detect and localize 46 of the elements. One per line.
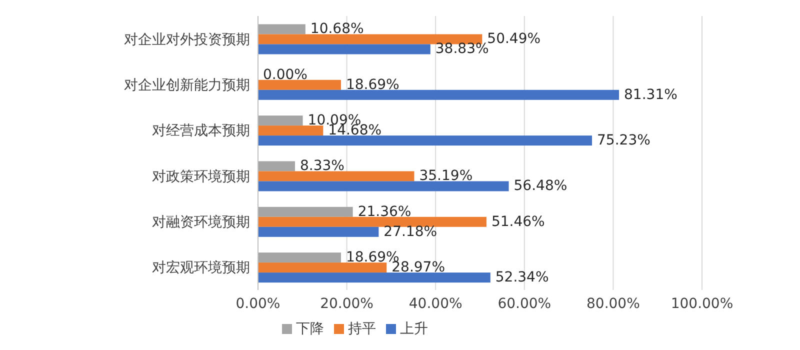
y-tick-label: 对宏观环境预期 [152,260,250,276]
y-tick-label: 对融资环境预期 [152,214,250,230]
bar [258,252,341,263]
bar [258,136,592,146]
x-tick-label: 40.00% [408,296,462,312]
bar [258,34,482,44]
y-tick-label: 对经营成本预期 [152,123,250,140]
data-label: 35.19% [419,168,473,184]
y-tick-label: 对企业创新能力预期 [124,77,250,94]
data-label: 81.31% [624,86,678,103]
x-tick-label: 0.00% [236,296,280,312]
data-label: 18.69% [346,76,400,93]
data-label: 21.36% [358,204,412,220]
data-label: 56.48% [514,178,568,194]
bar [258,90,620,100]
bar [258,206,353,217]
bar [258,262,387,273]
data-label: 0.00% [263,66,308,83]
legend-label: 持平 [348,321,376,337]
x-tick-label: 80.00% [586,296,640,312]
data-label: 50.49% [487,31,541,48]
bar [258,116,303,126]
legend-label: 下降 [296,321,324,337]
data-label: 27.18% [384,224,438,240]
bar [258,181,509,192]
bar [258,24,306,34]
bar [258,226,379,237]
y-tick-label: 对企业对外投资预期 [124,32,250,48]
bar [258,171,414,182]
data-label: 38.83% [435,41,489,58]
x-tick-label: 100.00% [670,296,734,312]
bar [258,272,490,283]
data-label: 10.68% [310,21,364,38]
bar [258,126,324,136]
bar [258,216,486,227]
bar [258,80,341,90]
legend-label: 上升 [400,321,428,337]
bar [258,44,430,54]
data-label: 52.34% [495,270,549,286]
bar [258,161,295,172]
data-label: 75.23% [597,132,650,149]
x-tick-label: 60.00% [498,296,552,312]
x-tick-label: 20.00% [320,296,374,312]
data-label: 51.46% [491,214,545,230]
data-label: 8.33% [300,158,344,174]
y-tick-label: 对政策环境预期 [152,168,250,185]
